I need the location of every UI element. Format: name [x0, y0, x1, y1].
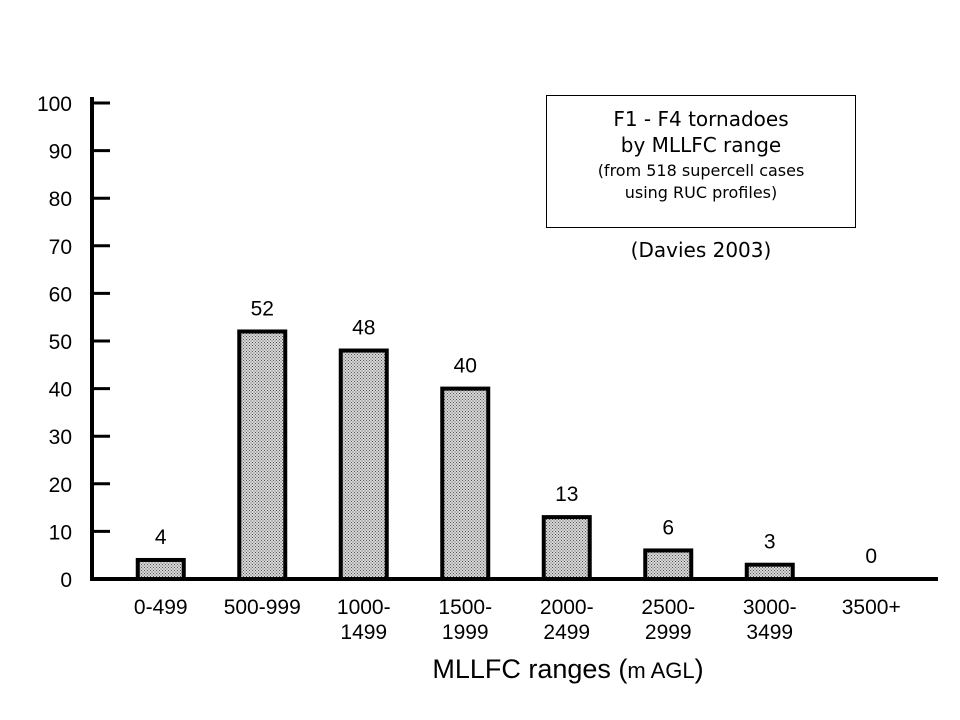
bar — [440, 386, 491, 581]
x-tick-label: 2499 — [543, 621, 590, 644]
data-label: 3 — [764, 531, 776, 554]
y-tick-label: 90 — [49, 141, 72, 164]
data-label: 52 — [251, 297, 274, 320]
bar — [338, 348, 389, 581]
y-tick-label: 50 — [49, 331, 72, 354]
y-tick-label: 60 — [49, 283, 72, 306]
bars — [135, 329, 795, 582]
bar — [237, 329, 288, 582]
x-tick-label: 1500- — [438, 596, 492, 619]
legend-note-2: using RUC profiles) — [624, 183, 778, 202]
legend-title: F1 - F4 tornadoes — [613, 107, 789, 131]
x-axis-title: MLLFC ranges (m AGL) — [432, 654, 703, 684]
data-label: 13 — [555, 483, 578, 506]
y-ticks: 0 10 20 30 40 50 60 70 80 90 100 — [37, 93, 110, 592]
legend-subtitle: by MLLFC range — [620, 133, 782, 157]
data-label: 40 — [454, 355, 477, 378]
x-tick-label: 1000- — [337, 596, 391, 619]
data-labels: 4 52 48 40 13 6 3 0 — [155, 297, 877, 568]
y-tick-label: 40 — [49, 379, 72, 402]
x-tick-label: 3500+ — [842, 596, 901, 619]
data-label: 48 — [352, 317, 375, 340]
bar — [643, 548, 694, 582]
x-tick-label: 1499 — [340, 621, 387, 644]
x-tick-label: 2999 — [645, 621, 692, 644]
y-tick-label: 70 — [49, 236, 72, 259]
data-label: 0 — [865, 545, 877, 568]
citation: (Davies 2003) — [630, 238, 772, 262]
y-tick-label: 20 — [49, 474, 72, 497]
category-labels: 0-499 500-999 1000-1499 1500-1999 2000-2499 2… — [134, 596, 901, 644]
x-tick-label: 2000- — [540, 596, 594, 619]
x-tick-label: 1999 — [442, 621, 489, 644]
x-tick-label: 3000- — [743, 596, 797, 619]
x-tick-label: 500-999 — [224, 596, 301, 619]
x-tick-label: 2500- — [641, 596, 695, 619]
data-label: 6 — [662, 516, 674, 539]
x-tick-label: 0-499 — [134, 596, 188, 619]
x-tick-label: 3499 — [746, 621, 793, 644]
bar — [541, 515, 592, 581]
y-tick-label: 0 — [60, 569, 72, 592]
y-tick-label: 80 — [49, 188, 72, 211]
y-tick-label: 10 — [49, 521, 72, 544]
bar — [744, 562, 795, 581]
data-label: 4 — [155, 526, 167, 549]
bar — [135, 557, 186, 582]
y-tick-label: 30 — [49, 426, 72, 449]
axes — [90, 97, 938, 581]
legend-note-1: (from 518 supercell cases — [597, 161, 805, 180]
legend-box: F1 - F4 tornadoes by MLLFC range (from 5… — [546, 95, 856, 228]
y-tick-label: 100 — [37, 93, 72, 116]
